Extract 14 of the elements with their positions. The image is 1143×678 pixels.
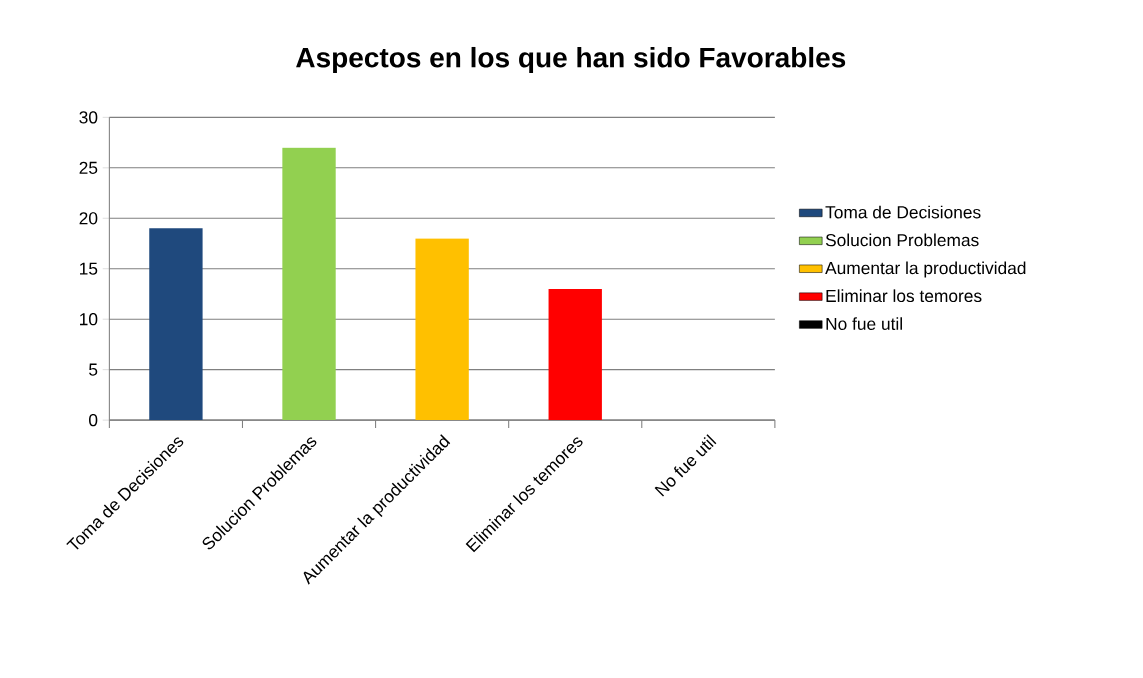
y-tick-label: 10 bbox=[80, 313, 98, 326]
chart-title: Aspectos en los que han sido Favorables bbox=[296, 47, 846, 74]
y-tick-label: 0 bbox=[89, 414, 98, 427]
legend-label: Aumentar la productividad bbox=[825, 261, 1026, 278]
legend-label: Solucion Problemas bbox=[825, 233, 979, 247]
y-tick-label: 5 bbox=[89, 363, 98, 376]
legend-label: Toma de Decisiones bbox=[825, 205, 981, 219]
y-tick-label: 15 bbox=[80, 262, 98, 276]
y-tick-label: 30 bbox=[79, 111, 98, 124]
legend-label: No fue util bbox=[826, 317, 902, 331]
legend-label: Eliminar los temores bbox=[826, 289, 982, 303]
x-tick-label: No fue util bbox=[654, 434, 717, 497]
y-tick-label: 20 bbox=[79, 212, 98, 225]
y-tick-label: 25 bbox=[79, 161, 98, 175]
